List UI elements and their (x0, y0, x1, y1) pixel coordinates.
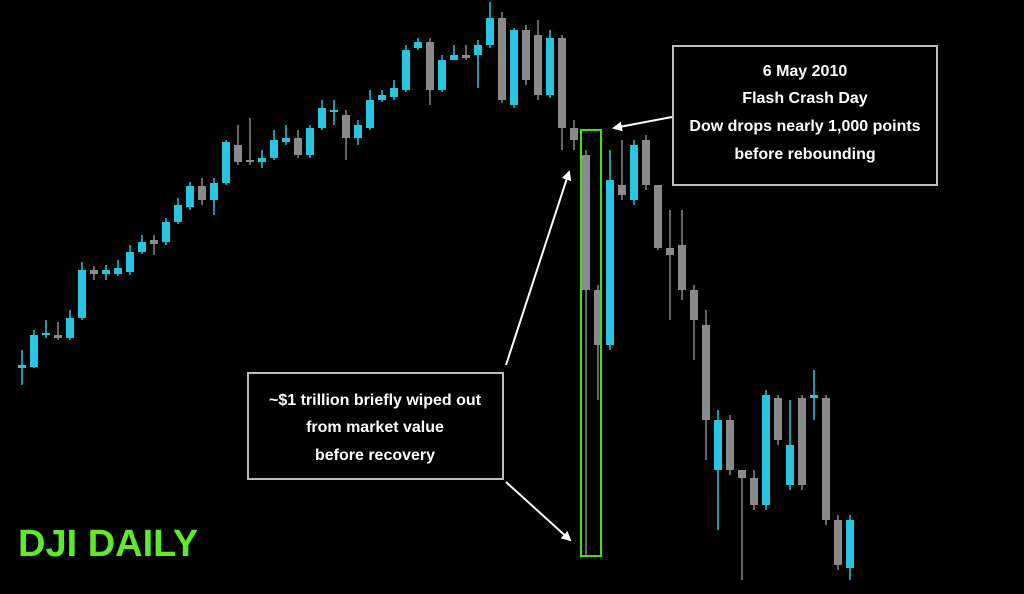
candle-body (594, 290, 602, 345)
candle-body (282, 138, 290, 142)
candle-body (102, 270, 110, 274)
candle-body (582, 155, 590, 290)
candle-body (402, 50, 410, 90)
candle-body (822, 398, 830, 520)
candle-body (714, 420, 722, 470)
candle-body (42, 333, 50, 335)
candle-body (750, 478, 758, 505)
candle-body (630, 145, 638, 200)
arrow (505, 170, 572, 366)
annotation-text: 6 May 2010 (763, 63, 848, 80)
candle-body (354, 125, 362, 138)
candle-body (210, 183, 218, 200)
candle-body (54, 335, 62, 338)
candle-body (114, 268, 122, 274)
candle-body (30, 335, 38, 367)
candle-body (810, 395, 818, 398)
candle-body (846, 520, 854, 568)
candle-body (258, 158, 266, 162)
candle-body (462, 55, 470, 58)
candle-body (786, 445, 794, 485)
candle-body (90, 270, 98, 274)
candles (18, 2, 854, 580)
candle-body (150, 240, 158, 244)
candle-body (390, 88, 398, 97)
highlight-box (580, 129, 602, 557)
candle-body (522, 30, 530, 80)
candle-body (558, 38, 566, 128)
candle-body (678, 245, 686, 290)
candle-body (186, 186, 194, 207)
candle-body (366, 100, 374, 128)
candle-body (474, 45, 482, 55)
candle-body (174, 205, 182, 222)
candle-body (318, 108, 326, 128)
candle-body (834, 520, 842, 565)
candle-body (606, 180, 614, 345)
candle-body (450, 55, 458, 60)
chart-title: DJI DAILY (18, 523, 198, 565)
candle-body (270, 140, 278, 158)
candle-body (690, 290, 698, 320)
candle-body (66, 318, 74, 338)
candle-body (486, 18, 494, 45)
candle-body (234, 145, 242, 162)
candle-body (426, 42, 434, 90)
candle-body (126, 252, 134, 272)
candle-body (774, 398, 782, 440)
candle-body (222, 142, 230, 183)
candle-body (702, 325, 710, 420)
annotation-text: before recovery (315, 447, 435, 464)
annotation-box (247, 372, 504, 480)
candle-body (246, 160, 254, 162)
candle-body (294, 138, 302, 155)
candle-body (438, 60, 446, 90)
candle-body (378, 95, 386, 100)
candle-body (654, 185, 662, 248)
arrow (505, 481, 572, 542)
candle-body (330, 110, 338, 112)
candle-body (414, 42, 422, 48)
annotation-text: before rebounding (734, 146, 875, 163)
candle-body (666, 248, 674, 255)
candle-body (738, 470, 746, 478)
candle-body (198, 186, 206, 200)
candle-body (798, 398, 806, 485)
annotation-text: ~$1 trillion briefly wiped out (269, 392, 482, 409)
candle-body (570, 128, 578, 140)
candle-body (306, 128, 314, 155)
candle-body (18, 365, 26, 368)
candle-body (510, 30, 518, 105)
candle-body (642, 140, 650, 185)
candle-body (726, 420, 734, 470)
candle-body (498, 18, 506, 100)
candle-body (534, 35, 542, 95)
annotation-text: Dow drops nearly 1,000 points (689, 118, 920, 135)
arrow (612, 116, 673, 132)
candle-body (138, 242, 146, 252)
candle-body (78, 270, 86, 318)
annotation-box (672, 45, 938, 186)
candle-body (762, 395, 770, 505)
annotation-text: Flash Crash Day (742, 90, 867, 107)
candle-body (546, 38, 554, 95)
candle-body (342, 115, 350, 138)
annotation-text: from market value (306, 419, 444, 436)
candle-body (618, 185, 626, 195)
candle-body (162, 222, 170, 242)
